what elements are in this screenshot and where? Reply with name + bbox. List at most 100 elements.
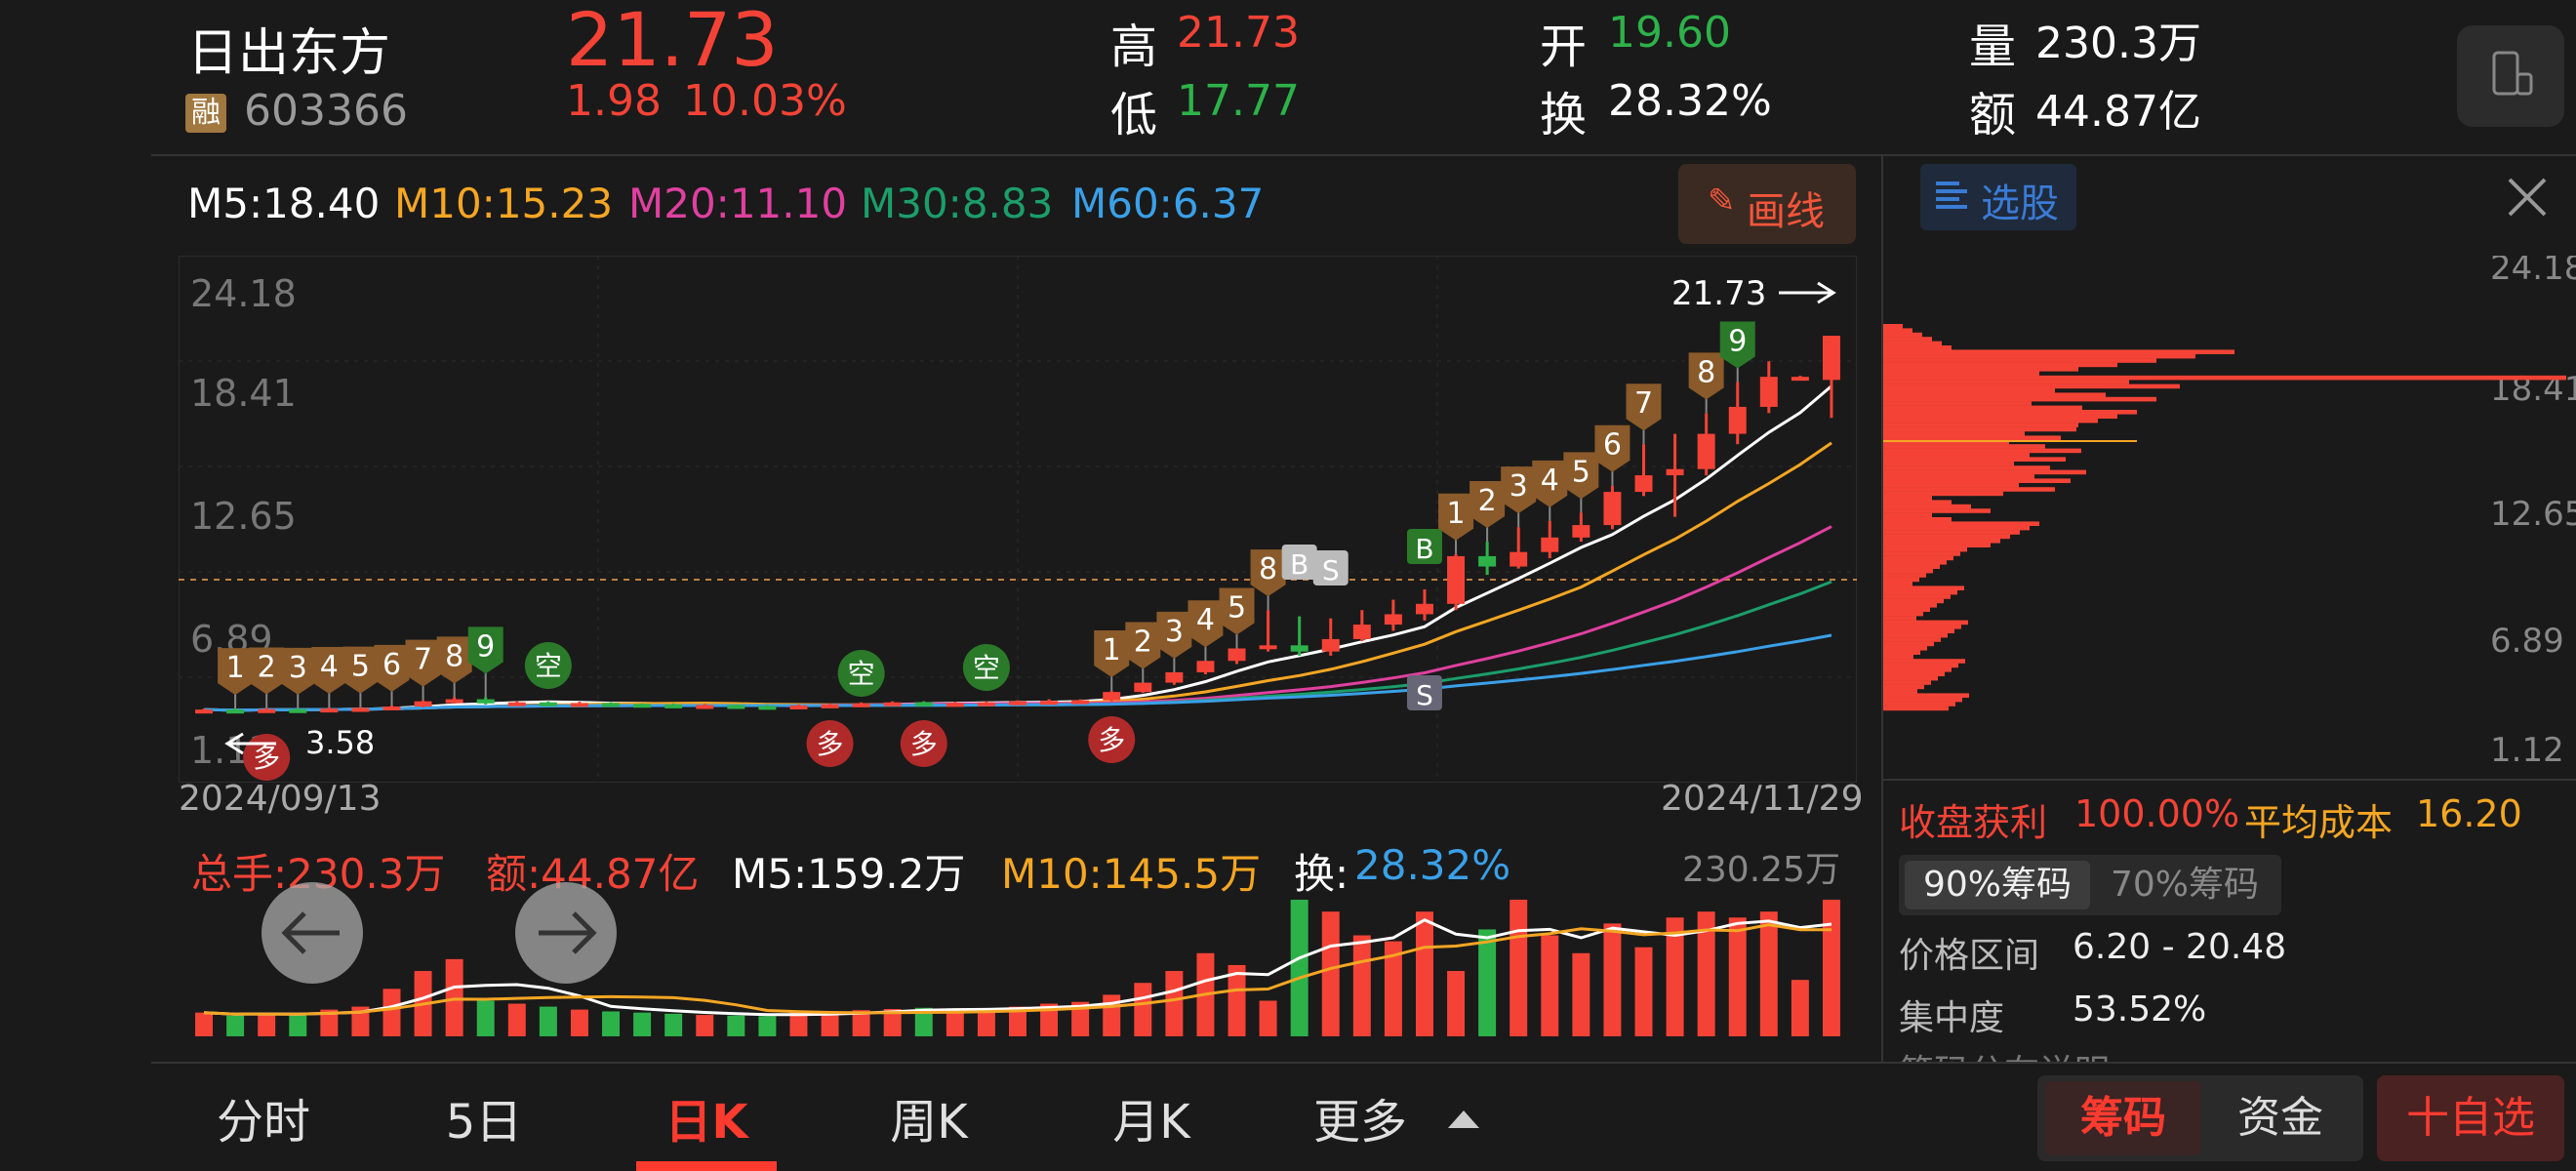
concentration-label: 集中度 bbox=[1899, 998, 2005, 1038]
signal-marker bbox=[1438, 493, 1474, 541]
chip-bar bbox=[1883, 632, 1948, 638]
candle-body bbox=[1416, 603, 1433, 615]
chip-bar bbox=[1883, 641, 1934, 647]
price-change: 1.98 bbox=[566, 76, 662, 126]
volume-bar bbox=[1290, 900, 1308, 1036]
signal-marker bbox=[1156, 611, 1192, 659]
chip-bar bbox=[1883, 439, 2009, 445]
close-icon[interactable] bbox=[2498, 168, 2556, 226]
add-watchlist-button[interactable]: 十自选 bbox=[2377, 1075, 2564, 1161]
signal-marker bbox=[1250, 549, 1286, 597]
margin-badge: 融 bbox=[185, 94, 226, 133]
candle-body bbox=[1541, 537, 1559, 552]
chip-tick: 12.65 bbox=[2490, 495, 2576, 534]
signal-marker bbox=[1719, 321, 1755, 369]
signal-marker bbox=[311, 647, 347, 695]
candle-body bbox=[195, 709, 214, 714]
scroll-left-button[interactable] bbox=[262, 882, 363, 984]
stock-picker-button[interactable]: 选股 bbox=[1920, 164, 2076, 230]
concentration-value: 53.52% bbox=[2073, 989, 2207, 1030]
volume-label: 量 bbox=[1969, 20, 2017, 74]
tab-5day[interactable]: 5日 bbox=[445, 1095, 523, 1150]
price-range-value: 6.20 - 20.48 bbox=[2073, 927, 2287, 967]
fund-flow-button[interactable]: 资金 bbox=[2237, 1093, 2323, 1143]
chip-bar bbox=[1883, 551, 1960, 556]
signal-marker bbox=[1469, 481, 1506, 529]
chip-tick: 6.89 bbox=[2490, 622, 2564, 661]
chip-bar bbox=[1883, 457, 2066, 462]
trade-label: B bbox=[1415, 533, 1433, 565]
candle-body bbox=[1728, 406, 1747, 434]
chip-bar bbox=[1883, 469, 2086, 475]
chip-bar bbox=[1883, 539, 2000, 544]
active-tab-indicator bbox=[636, 1161, 777, 1171]
amount-label: 额 bbox=[1969, 88, 2017, 142]
signal-marker bbox=[1563, 452, 1599, 500]
chip-bar bbox=[1883, 582, 1912, 586]
candle-body bbox=[1697, 433, 1715, 469]
chip-bar bbox=[1883, 358, 2156, 363]
signal-marker bbox=[249, 647, 285, 695]
candle-body bbox=[977, 702, 995, 707]
scroll-right-button[interactable] bbox=[515, 882, 617, 984]
price-range-label: 价格区间 bbox=[1899, 936, 2040, 976]
ma5-legend: M5:18.40 bbox=[187, 180, 381, 227]
avg-cost-label: 平均成本 bbox=[2244, 801, 2394, 844]
volume-bar bbox=[539, 1006, 557, 1036]
candle-body bbox=[1071, 700, 1090, 705]
candle-body bbox=[226, 709, 245, 714]
caret-up-icon[interactable] bbox=[1448, 1110, 1479, 1128]
signal-marker bbox=[467, 626, 503, 674]
signal-label: 8 bbox=[1259, 552, 1277, 586]
volume-bar bbox=[476, 1000, 495, 1036]
draw-line-button[interactable]: ✎ 画线 bbox=[1678, 164, 1856, 244]
chip-bar bbox=[1883, 573, 1926, 578]
candle-body bbox=[633, 704, 652, 708]
tab-chip-90[interactable]: 90%筹码 bbox=[1905, 861, 2090, 909]
volume-bar bbox=[1165, 971, 1184, 1036]
tab-monthly-k[interactable]: 月K bbox=[1112, 1095, 1190, 1150]
volume-bar bbox=[1697, 911, 1715, 1036]
chip-bar bbox=[1883, 543, 1991, 547]
chip-note-link[interactable]: 筹码分布说明 bbox=[1899, 1044, 2110, 1062]
landscape-toggle-button[interactable] bbox=[2457, 25, 2564, 127]
tab-weekly-k[interactable]: 周K bbox=[890, 1095, 968, 1150]
signal-label: 7 bbox=[1634, 386, 1653, 421]
tab-daily-k[interactable]: 日K bbox=[664, 1095, 748, 1150]
chip-bar bbox=[1883, 478, 2071, 483]
signal-marker bbox=[1626, 384, 1662, 431]
tab-intraday[interactable]: 分时 bbox=[216, 1095, 310, 1150]
chip-bar bbox=[1883, 654, 1913, 660]
tab-more[interactable]: 更多 bbox=[1312, 1095, 1407, 1150]
candle-body bbox=[1165, 671, 1184, 683]
chip-distribution-button[interactable]: 筹码 bbox=[2045, 1081, 2201, 1155]
signal-circle bbox=[900, 720, 947, 767]
volume-bar bbox=[1572, 952, 1590, 1036]
signal-marker bbox=[1532, 460, 1568, 507]
chip-bar bbox=[1883, 431, 2025, 436]
chip-bar bbox=[1883, 418, 2098, 424]
signal-label: 1 bbox=[1103, 633, 1121, 667]
signal-label: 3 bbox=[1165, 615, 1184, 649]
arrow-right-icon bbox=[539, 911, 597, 954]
signal-label: 9 bbox=[476, 629, 495, 664]
date-start: 2024/09/13 bbox=[179, 779, 382, 819]
chip-bar bbox=[1883, 675, 1938, 681]
phone-rotate-icon bbox=[2492, 51, 2533, 96]
chip-bar bbox=[1883, 341, 1942, 346]
chip-bar bbox=[1883, 534, 2010, 540]
chip-bar bbox=[1883, 706, 1949, 711]
volume-ma10-line bbox=[203, 923, 1831, 1016]
signal-label: 8 bbox=[445, 639, 463, 673]
volume-chart bbox=[195, 900, 1840, 1036]
volume-bar bbox=[914, 1007, 933, 1036]
y-tick: 18.41 bbox=[190, 372, 297, 415]
signal-label: 空 bbox=[973, 652, 1000, 684]
chip-bar bbox=[1883, 384, 2180, 389]
tab-chip-70[interactable]: 70%筹码 bbox=[2110, 865, 2260, 905]
chip-bar bbox=[1883, 453, 2030, 458]
candle-body bbox=[946, 703, 964, 707]
chip-bar bbox=[1883, 414, 2117, 419]
chip-bar bbox=[1883, 426, 2076, 432]
